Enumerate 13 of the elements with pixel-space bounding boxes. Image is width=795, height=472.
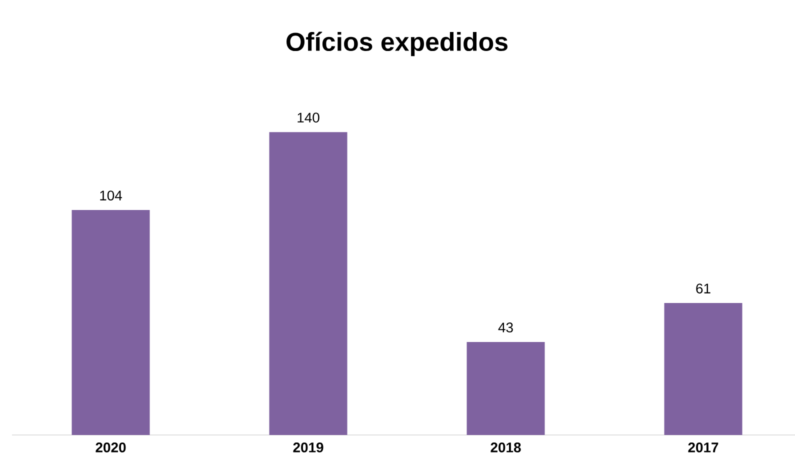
chart-title: Ofícios expedidos [286,32,508,56]
data-label: 140 [298,112,320,123]
bar [269,132,348,435]
data-label: 61 [696,284,710,294]
bar [72,210,150,435]
x-tick-label: 2019 [293,442,324,452]
x-tick-label: 2017 [688,442,718,452]
data-label: 104 [100,190,122,200]
bar [466,342,545,435]
x-tick-label: 2018 [490,442,521,452]
x-tick-label: 2020 [96,442,126,452]
data-label: 43 [498,322,513,332]
bar [664,303,742,435]
